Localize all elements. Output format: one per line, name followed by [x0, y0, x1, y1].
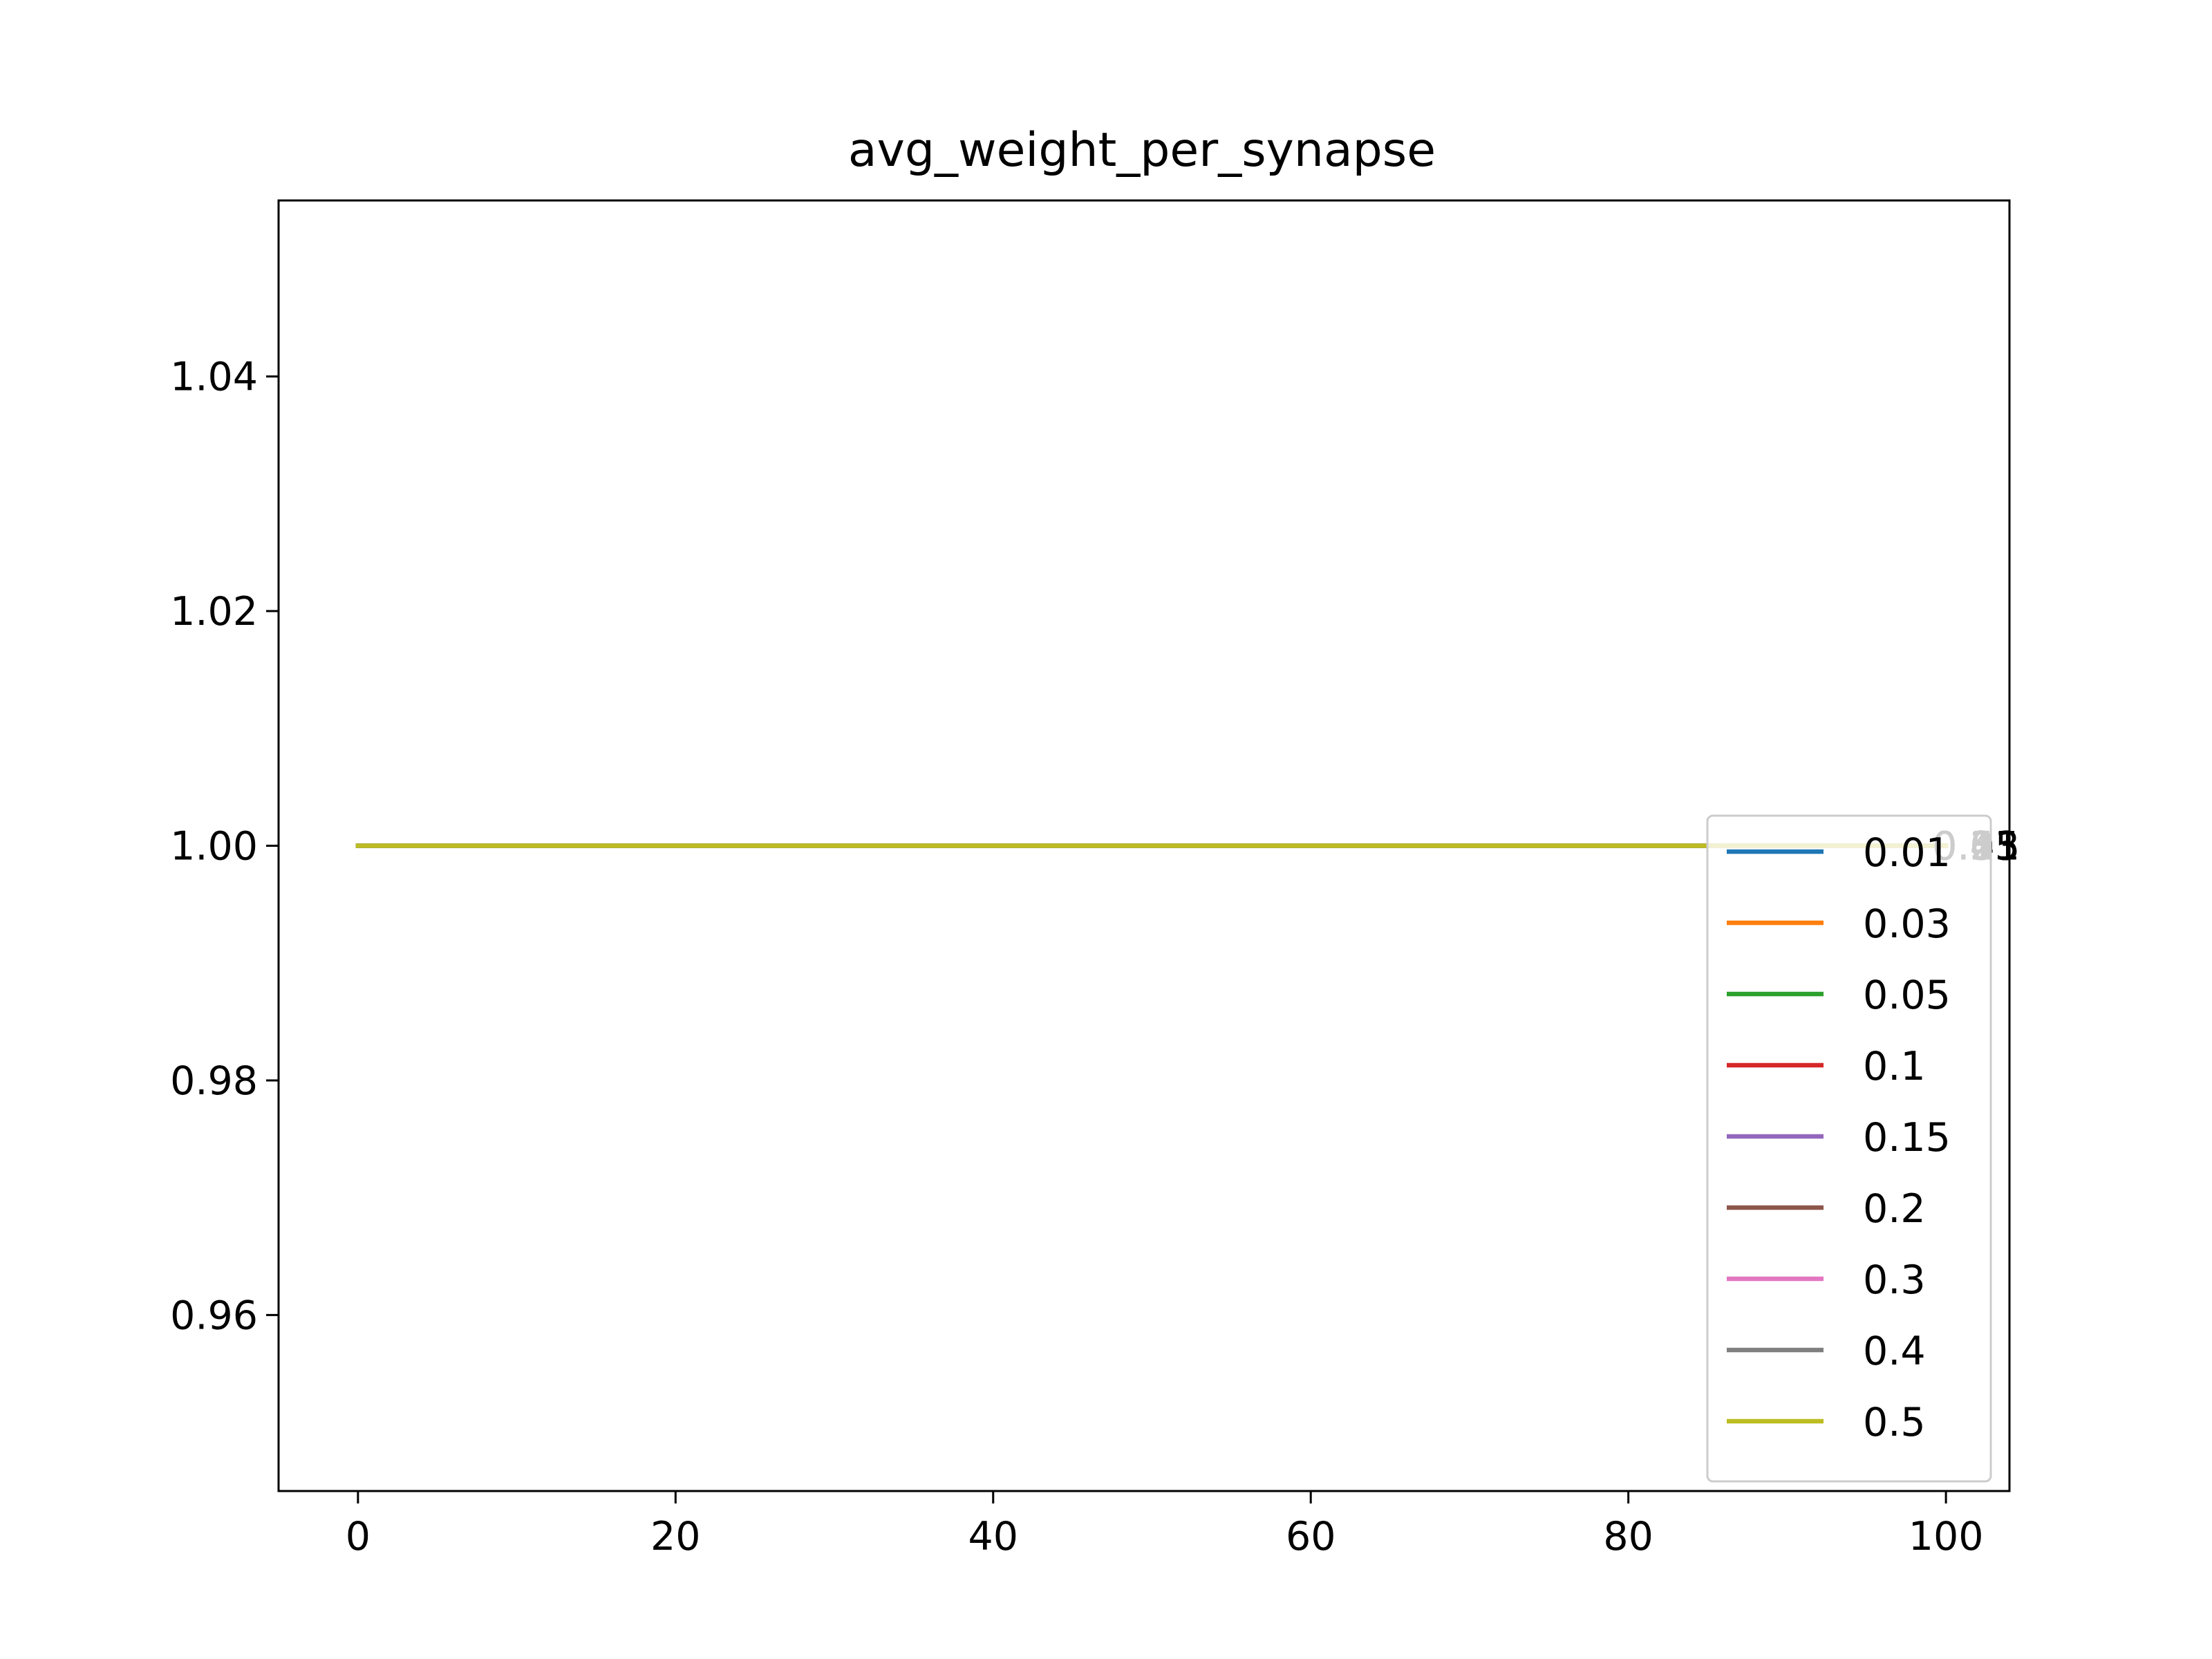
- legend-item: 0.01: [1727, 830, 1951, 876]
- legend-box: [1706, 814, 1992, 1483]
- x-tick-label: 80: [1603, 1514, 1653, 1559]
- legend-label: 0.5: [1863, 1400, 1926, 1445]
- plot-area: 0 20 40 60 80 100 0.96 0.98 1.00 1.02 1.04 0.01 0.03…: [170, 199, 2020, 1559]
- legend-item: 0.3: [1727, 1257, 1926, 1303]
- legend-item: 0.1: [1727, 1044, 1926, 1089]
- chart-title: avg_weight_per_synapse: [848, 123, 1436, 178]
- x-tick-label: 0: [346, 1514, 371, 1559]
- legend-label: 0.4: [1863, 1329, 1926, 1374]
- legend-item: 0.03: [1727, 901, 1951, 947]
- legend-label: 0.1: [1863, 1044, 1926, 1089]
- y-tick-label: 1.02: [170, 589, 258, 635]
- legend-item: 0.05: [1727, 973, 1951, 1018]
- x-tick-label: 40: [968, 1514, 1018, 1559]
- y-tick-label: 1.04: [170, 355, 258, 400]
- legend-label: 0.3: [1863, 1257, 1926, 1303]
- legend: 0.01 0.03 0.05 0.1 0.15 0.2 0.3 0.4 0.5: [1706, 814, 1992, 1483]
- legend-item: 0.2: [1727, 1186, 1926, 1232]
- x-tick-label: 60: [1286, 1514, 1336, 1559]
- x-tick-label: 100: [1909, 1514, 1984, 1559]
- y-tick-label: 0.98: [170, 1058, 258, 1104]
- legend-item: 0.4: [1727, 1329, 1926, 1374]
- legend-item: 0.15: [1727, 1115, 1951, 1161]
- legend-label: 0.01: [1863, 830, 1951, 876]
- legend-label: 0.2: [1863, 1186, 1926, 1232]
- legend-label: 0.03: [1863, 901, 1951, 947]
- y-tick-label: 0.96: [170, 1293, 258, 1338]
- legend-label: 0.05: [1863, 973, 1951, 1018]
- y-tick-label: 1.00: [170, 824, 258, 870]
- legend-label: 0.15: [1863, 1115, 1951, 1161]
- x-tick-label: 20: [650, 1514, 701, 1559]
- legend-item: 0.5: [1727, 1400, 1926, 1445]
